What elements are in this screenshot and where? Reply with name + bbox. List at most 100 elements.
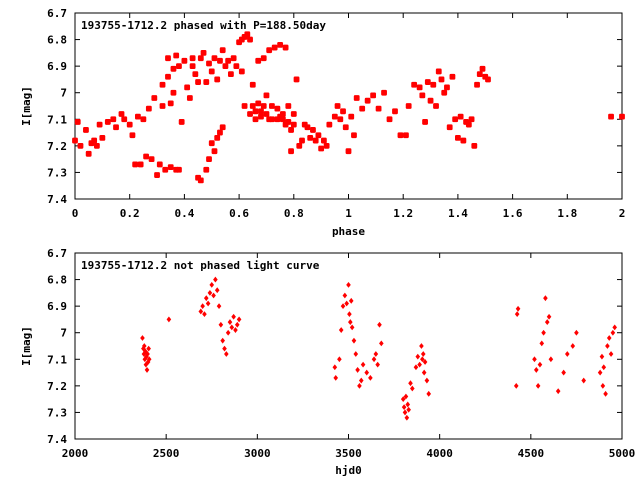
data-point bbox=[608, 113, 614, 120]
x-tick-label: 5000 bbox=[609, 447, 636, 460]
data-point bbox=[140, 335, 145, 341]
data-point bbox=[449, 73, 456, 80]
plot-frame bbox=[74, 12, 623, 200]
data-point bbox=[274, 105, 281, 112]
x-tick-label: 0 bbox=[72, 207, 79, 220]
x-tick-label: 3500 bbox=[335, 447, 362, 460]
y-tick-label: 7.1 bbox=[47, 353, 67, 366]
data-point bbox=[444, 84, 450, 91]
data-point bbox=[348, 319, 353, 325]
y-tick-label: 7.3 bbox=[47, 406, 67, 419]
data-point bbox=[420, 356, 425, 363]
data-point bbox=[77, 142, 84, 149]
data-point bbox=[269, 116, 275, 123]
x-tick-label: 2 bbox=[619, 207, 626, 220]
data-point bbox=[288, 127, 294, 133]
data-point bbox=[296, 142, 303, 149]
y-tick-label: 6.7 bbox=[47, 7, 67, 20]
data-point bbox=[422, 359, 428, 365]
data-point bbox=[419, 343, 424, 349]
data-point bbox=[211, 148, 218, 155]
data-point bbox=[214, 76, 221, 83]
data-point bbox=[266, 47, 273, 54]
data-point bbox=[159, 103, 166, 109]
x-tick-label: 2500 bbox=[153, 447, 180, 460]
data-point bbox=[165, 55, 171, 62]
data-point bbox=[353, 351, 359, 357]
x-axis-label: hjd0 bbox=[335, 464, 362, 477]
data-point bbox=[83, 127, 89, 133]
data-point bbox=[340, 108, 346, 115]
data-point bbox=[597, 369, 603, 376]
data-point bbox=[167, 164, 174, 171]
data-point bbox=[416, 84, 423, 91]
data-point bbox=[217, 57, 223, 64]
data-point bbox=[202, 311, 207, 318]
data-point bbox=[206, 156, 212, 163]
data-point bbox=[269, 103, 275, 109]
data-point bbox=[332, 364, 338, 371]
y-axis-label: I[mag] bbox=[20, 326, 33, 366]
data-point bbox=[405, 103, 412, 109]
x-tick-label: 4500 bbox=[518, 447, 545, 460]
data-point bbox=[233, 63, 240, 70]
data-point bbox=[515, 305, 521, 312]
y-tick-label: 6.7 bbox=[47, 247, 67, 260]
data-point bbox=[211, 292, 216, 299]
data-point bbox=[485, 76, 491, 83]
y-tick-label: 7.4 bbox=[47, 193, 67, 206]
data-point bbox=[326, 121, 333, 128]
data-point bbox=[331, 113, 338, 120]
data-point bbox=[570, 343, 576, 349]
data-point bbox=[310, 127, 316, 133]
data-point bbox=[121, 116, 128, 123]
data-point bbox=[154, 172, 160, 178]
x-axis-label: phase bbox=[332, 225, 365, 238]
data-point bbox=[159, 81, 166, 88]
data-point bbox=[320, 137, 327, 144]
data-point bbox=[601, 364, 607, 371]
data-point bbox=[211, 55, 218, 62]
data-point bbox=[293, 76, 300, 83]
data-point bbox=[74, 119, 81, 125]
y-tick-label: 7.2 bbox=[47, 380, 67, 393]
data-point bbox=[110, 116, 117, 123]
data-point bbox=[282, 44, 289, 51]
data-point bbox=[307, 134, 314, 141]
data-point bbox=[333, 374, 339, 381]
data-point bbox=[145, 351, 150, 357]
data-point bbox=[513, 382, 519, 389]
x-tick-label: 1.2 bbox=[393, 207, 413, 220]
data-point bbox=[141, 351, 147, 357]
data-point bbox=[167, 100, 174, 107]
data-point bbox=[605, 343, 610, 349]
data-point bbox=[252, 116, 259, 123]
data-point bbox=[402, 409, 408, 416]
data-point bbox=[135, 113, 141, 120]
data-point bbox=[203, 79, 210, 85]
data-point bbox=[334, 103, 341, 109]
data-point bbox=[364, 369, 370, 376]
data-point bbox=[249, 103, 256, 109]
data-point bbox=[419, 92, 426, 99]
data-point bbox=[141, 343, 147, 349]
y-tick-label: 7.2 bbox=[47, 140, 67, 153]
data-point bbox=[441, 89, 448, 96]
data-point bbox=[227, 319, 233, 325]
data-point bbox=[217, 129, 223, 136]
y-tick-label: 7 bbox=[60, 327, 67, 340]
data-point bbox=[166, 316, 172, 323]
data-point bbox=[214, 287, 220, 294]
data-point bbox=[197, 177, 204, 184]
data-point bbox=[438, 76, 445, 83]
data-point bbox=[263, 92, 270, 99]
unphased-light-curve-plot: 193755-1712.2 not phased light curve hjd… bbox=[20, 247, 635, 477]
data-point bbox=[85, 150, 92, 157]
data-point bbox=[263, 111, 270, 117]
data-point bbox=[426, 390, 432, 397]
x-tick-label: 1.4 bbox=[448, 207, 468, 220]
data-point bbox=[397, 132, 404, 139]
data-point bbox=[220, 337, 225, 344]
y-tick-label: 6.9 bbox=[47, 300, 67, 313]
